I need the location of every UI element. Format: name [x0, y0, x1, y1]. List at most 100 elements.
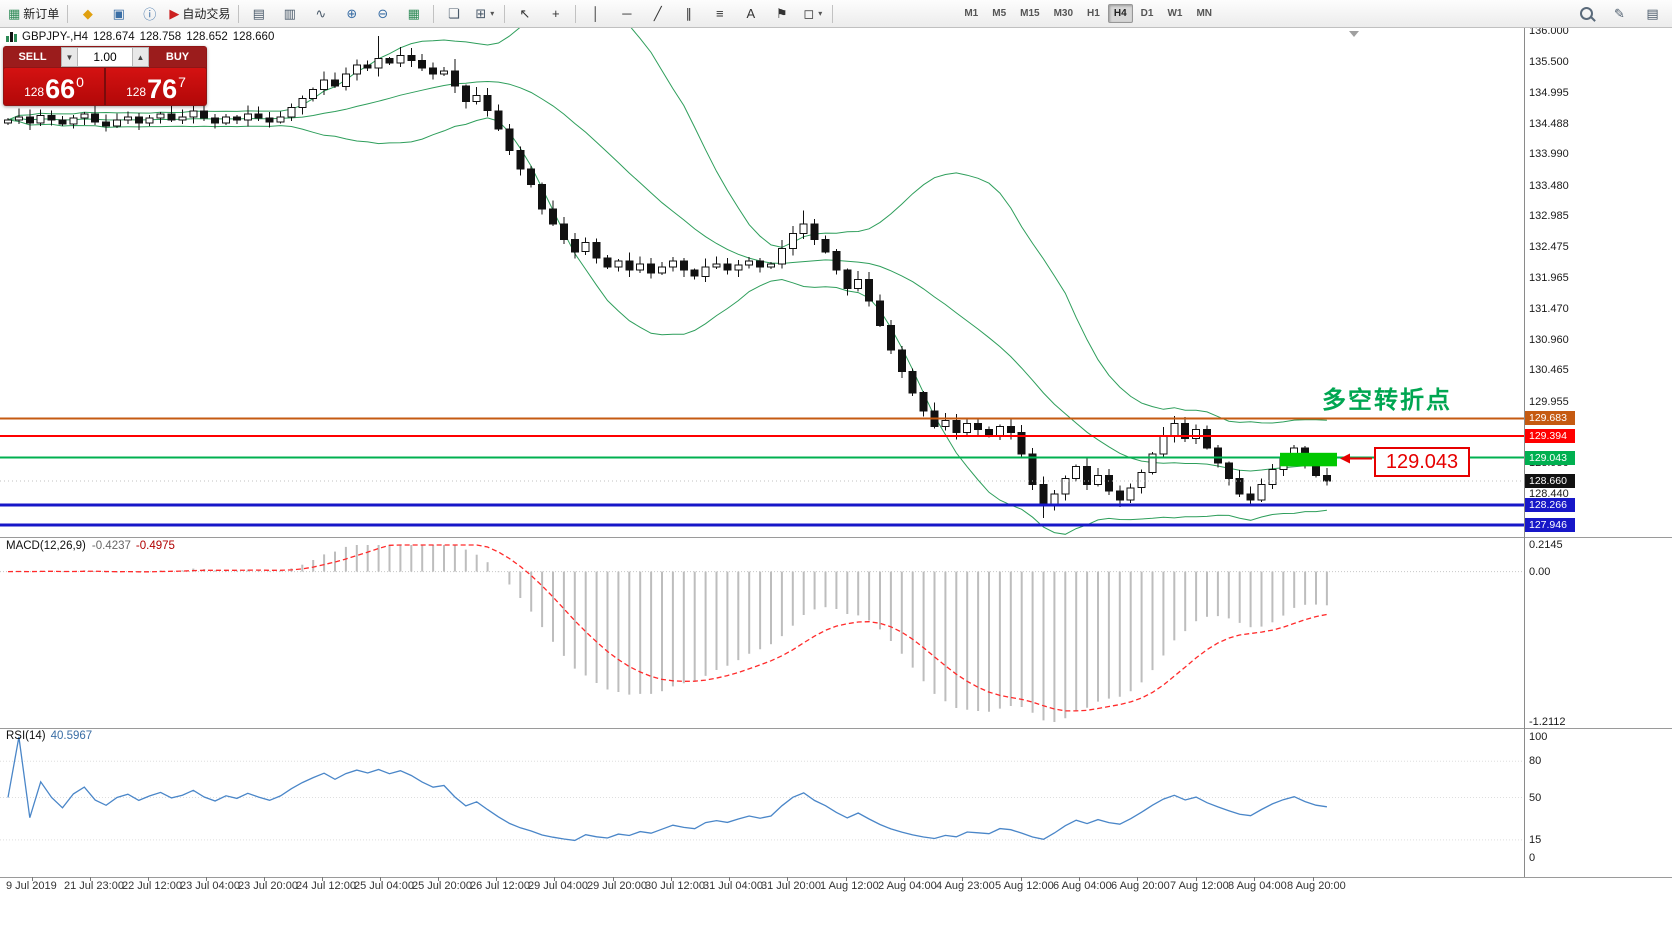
time-label: 31 Jul 04:00	[703, 880, 763, 892]
document-button[interactable]: ▤	[1637, 2, 1668, 26]
macd-label: MACD(12,26,9)	[6, 540, 86, 552]
flag-icon: ⚑	[776, 5, 788, 21]
time-tick	[90, 877, 91, 881]
diamond-icon: ◆	[82, 5, 93, 21]
trendline-icon: ╱	[653, 5, 662, 21]
highlight-rectangle[interactable]	[1280, 452, 1337, 467]
new-order-button-label: 新订单	[23, 7, 60, 21]
time-label: 26 Jul 12:00	[470, 880, 530, 892]
one-click-trading-panel: SELL ▼ ▲ BUY 128 66 0 128 76 7	[3, 46, 207, 106]
time-label: 25 Jul 20:00	[412, 880, 472, 892]
rsi-tick-50: 50	[1529, 792, 1542, 804]
price-chart-layer	[0, 28, 1524, 535]
zoom-out-button[interactable]: ⊖	[367, 2, 398, 26]
info-button[interactable]: ⓘ	[134, 2, 165, 26]
price-callout-label[interactable]: 129.043	[1374, 447, 1470, 477]
timeframe-M30[interactable]: M30	[1053, 8, 1074, 19]
time-tick	[846, 877, 847, 881]
text-tool-button[interactable]: A	[735, 2, 766, 26]
price-tick-134.488: 134.488	[1529, 118, 1569, 130]
rsi-tick-80: 80	[1529, 755, 1542, 767]
buy-button[interactable]: BUY	[149, 47, 206, 67]
label-tool-button[interactable]: ⚑	[766, 2, 797, 26]
timeframe-H1[interactable]: H1	[1087, 8, 1100, 19]
new-order-button[interactable]: ▦ 新订单	[4, 2, 63, 26]
rsi-tick-15: 15	[1529, 834, 1542, 846]
rsi-value: 40.5967	[50, 730, 93, 742]
timeframe-M5[interactable]: M5	[992, 8, 1007, 19]
crosshair-button[interactable]: +	[540, 2, 571, 26]
price-tick-134.995: 134.995	[1529, 87, 1569, 99]
rsi-panel-separator[interactable]	[0, 728, 1672, 729]
macd-tick-0.2145: 0.2145	[1529, 539, 1563, 551]
macd-header: MACD(12,26,9) -0.4237 -0.4975	[6, 540, 175, 552]
volume-dropdown-button[interactable]: ▼	[61, 47, 78, 67]
volume-input[interactable]	[78, 47, 132, 67]
ask-main: 76	[147, 74, 178, 104]
bollinger-middle-band	[7, 80, 1327, 472]
chart-profile-button[interactable]: ⊞ ▾	[469, 2, 500, 26]
time-tick	[787, 877, 788, 881]
time-label: 5 Aug 12:00	[995, 880, 1054, 892]
grid-button[interactable]: ▦	[398, 2, 429, 26]
candle-chart-button[interactable]: ▥	[274, 2, 305, 26]
fibonacci-button[interactable]: ≡	[704, 2, 735, 26]
price-tick-130.465: 130.465	[1529, 364, 1569, 376]
rsi-label: RSI(14)	[6, 730, 46, 742]
window-grid-icon: ⊞	[475, 5, 487, 21]
time-label: 7 Aug 12:00	[1170, 880, 1229, 892]
time-label: 4 Aug 23:00	[936, 880, 995, 892]
time-tick	[613, 877, 614, 881]
quote-close: 128.660	[232, 31, 275, 43]
symbols-button[interactable]: ◆	[72, 2, 103, 26]
auto-trading-button[interactable]: ▶ 自动交易	[165, 2, 234, 26]
timeframe-toolbar: M1 M5 M15 M30 H1 H4 D1 W1 MN	[957, 4, 1219, 23]
price-badge-129.043: 129.043	[1525, 451, 1575, 465]
timeframe-MN[interactable]: MN	[1196, 8, 1212, 19]
timeframe-M1[interactable]: M1	[964, 8, 979, 19]
macd-panel-separator[interactable]	[0, 537, 1672, 538]
turning-point-annotation[interactable]: 多空转折点	[1322, 387, 1452, 414]
time-label: 23 Jul 20:00	[238, 880, 298, 892]
price-tick-130.960: 130.960	[1529, 334, 1569, 346]
timeframe-M15[interactable]: M15	[1020, 8, 1040, 19]
edit-button[interactable]: ✎	[1604, 2, 1635, 26]
bar-chart-button[interactable]: ▤	[243, 2, 274, 26]
volume-increase-button[interactable]: ▲	[132, 47, 149, 67]
document-icon: ▤	[1646, 5, 1659, 21]
line-chart-icon: ∿	[315, 5, 327, 21]
toolbar-separator	[433, 4, 435, 23]
timeframe-W1[interactable]: W1	[1167, 8, 1183, 19]
crosshair-icon: +	[552, 6, 560, 21]
time-tick	[554, 877, 555, 881]
trendline-button[interactable]: ╱	[642, 2, 673, 26]
ask-price-button[interactable]: 128 76 7	[106, 68, 206, 105]
shapes-button[interactable]: ◻ ▾	[797, 2, 828, 26]
time-label: 24 Jul 12:00	[296, 880, 356, 892]
tile-windows-button[interactable]: ❏	[438, 2, 469, 26]
time-label: 9 Jul 2019	[6, 880, 57, 892]
toolbar-separator	[504, 4, 506, 23]
price-badge-129.683: 129.683	[1525, 411, 1575, 425]
zoom-in-button[interactable]: ⊕	[336, 2, 367, 26]
ask-prefix: 128	[126, 85, 147, 99]
price-tick-128.440: 128.440	[1529, 488, 1569, 500]
cursor-button[interactable]: ↖	[509, 2, 540, 26]
search-button[interactable]	[1571, 2, 1602, 26]
cursor-icon: ↖	[519, 5, 531, 21]
horizontal-line-button[interactable]: ─	[611, 2, 642, 26]
timeframe-D1[interactable]: D1	[1140, 8, 1154, 19]
channel-button[interactable]: ∥	[673, 2, 704, 26]
price-badge-128.660: 128.660	[1525, 474, 1575, 488]
line-chart-button[interactable]: ∿	[305, 2, 336, 26]
ask-pip: 7	[178, 74, 186, 90]
bid-price-button[interactable]: 128 66 0	[4, 68, 106, 105]
time-tick	[1079, 877, 1080, 881]
sell-button[interactable]: SELL	[4, 47, 61, 67]
time-tick	[671, 877, 672, 881]
price-badge-127.946: 127.946	[1525, 518, 1575, 532]
market-depth-button[interactable]: ▣	[103, 2, 134, 26]
vertical-line-button[interactable]: │	[580, 2, 611, 26]
price-tick-129.955: 129.955	[1529, 396, 1569, 408]
timeframe-H4[interactable]: H4	[1107, 4, 1133, 23]
